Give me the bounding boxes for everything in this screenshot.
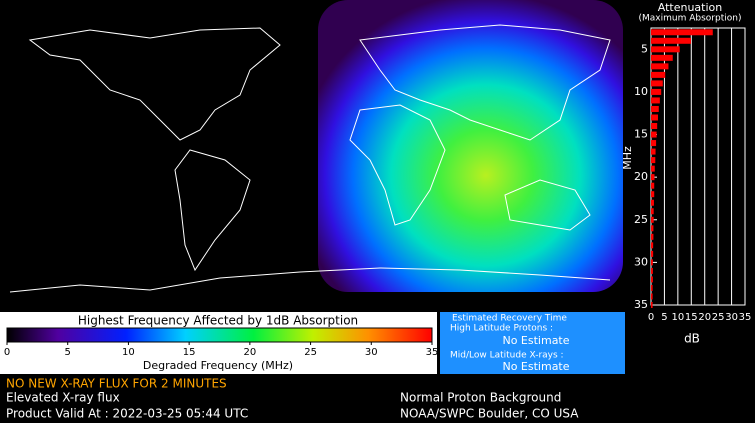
bar bbox=[651, 276, 653, 283]
y-tick-label: 35 bbox=[634, 298, 648, 311]
bar bbox=[651, 267, 653, 274]
bar bbox=[651, 250, 654, 257]
coastline bbox=[28, 27, 281, 141]
colorbar-tick-label: 20 bbox=[243, 347, 256, 358]
bar bbox=[651, 37, 692, 44]
colorbar-tick-label: 10 bbox=[122, 347, 135, 358]
y-tick-label: 15 bbox=[634, 128, 648, 141]
y-tick-label: 10 bbox=[634, 85, 648, 98]
bar bbox=[651, 174, 655, 181]
x-axis-label: dB bbox=[684, 332, 700, 346]
bar bbox=[651, 302, 653, 308]
bar bbox=[651, 63, 669, 70]
y-tick-label: 5 bbox=[641, 42, 648, 55]
bar bbox=[651, 123, 658, 130]
recovery-background bbox=[440, 312, 625, 374]
y-tick-label: 25 bbox=[634, 213, 648, 226]
recovery-label: Mid/Low Latitude X-rays : bbox=[450, 351, 564, 361]
status-text: Product Valid At : 2022-03-25 05:44 UTC bbox=[6, 407, 248, 421]
absorption-region bbox=[318, 0, 623, 292]
colorbar-panel: Highest Frequency Affected by 1dB Absorp… bbox=[0, 312, 438, 374]
bar bbox=[651, 225, 654, 232]
colorbar-title: Highest Frequency Affected by 1dB Absorp… bbox=[78, 314, 358, 328]
colorbar-tick-label: 30 bbox=[365, 347, 378, 358]
colorbar bbox=[6, 327, 433, 343]
recovery-value: No Estimate bbox=[502, 360, 569, 373]
bar bbox=[651, 88, 662, 95]
x-tick-label: 5 bbox=[661, 312, 667, 323]
bar bbox=[651, 191, 655, 198]
bar bbox=[651, 293, 653, 300]
bar bbox=[651, 131, 657, 138]
chart-subtitle: (Maximum Absorption) bbox=[639, 14, 742, 24]
chart-title: Attenuation bbox=[658, 1, 723, 14]
y-axis-label: MHz bbox=[621, 146, 634, 170]
y-tick-label: 20 bbox=[634, 170, 648, 183]
coastline bbox=[504, 179, 591, 231]
bar bbox=[651, 165, 655, 172]
plot-background bbox=[650, 27, 746, 306]
recovery-title: Estimated Recovery Time bbox=[452, 314, 567, 324]
recovery-label: High Latitude Protons : bbox=[450, 324, 553, 334]
x-tick-label: 0 bbox=[648, 312, 654, 323]
colorbar-background bbox=[0, 312, 437, 374]
colorbar-tick-label: 15 bbox=[183, 347, 196, 358]
bar bbox=[651, 208, 654, 215]
bar bbox=[651, 182, 655, 189]
bar bbox=[651, 80, 663, 87]
bar bbox=[651, 216, 654, 223]
coastline bbox=[359, 24, 611, 141]
status-text: NOAA/SWPC Boulder, CO USA bbox=[400, 407, 579, 421]
bar bbox=[651, 46, 680, 53]
bar bbox=[651, 233, 654, 240]
colorbar-tick-label: 5 bbox=[65, 347, 71, 358]
coastline bbox=[174, 149, 251, 272]
colorbar-label: Degraded Frequency (MHz) bbox=[143, 359, 293, 372]
y-tick-label: 30 bbox=[634, 255, 648, 268]
bar bbox=[651, 148, 656, 155]
bar bbox=[651, 140, 657, 147]
bar bbox=[651, 97, 660, 104]
x-tick-label: 25 bbox=[712, 312, 725, 323]
status: NO NEW X-RAY FLUX FOR 2 MINUTES Elevated… bbox=[6, 377, 579, 421]
recovery-value: No Estimate bbox=[502, 334, 569, 347]
coastline bbox=[349, 104, 446, 226]
attenuation-chart: Attenuation (Maximum Absorption) MHz dB … bbox=[621, 1, 751, 346]
x-tick-label: 30 bbox=[725, 312, 738, 323]
bar bbox=[651, 29, 713, 36]
colorbar-tick-label: 0 bbox=[4, 347, 10, 358]
bar bbox=[651, 54, 673, 61]
bar bbox=[651, 157, 656, 164]
x-tick-label: 35 bbox=[739, 312, 752, 323]
bar bbox=[651, 105, 659, 112]
alert-text: NO NEW X-RAY FLUX FOR 2 MINUTES bbox=[6, 377, 227, 391]
map bbox=[9, 0, 623, 293]
x-tick-label: 15 bbox=[685, 312, 698, 323]
recovery-box: Estimated Recovery Time High Latitude Pr… bbox=[440, 312, 625, 374]
bar bbox=[651, 259, 653, 266]
coastline bbox=[9, 267, 611, 293]
bar bbox=[651, 71, 666, 78]
colorbar-tick-label: 25 bbox=[304, 347, 317, 358]
x-tick-label: 10 bbox=[671, 312, 684, 323]
bar bbox=[651, 242, 654, 249]
status-text: Elevated X-ray flux bbox=[6, 391, 120, 405]
colorbar-tick-label: 35 bbox=[426, 347, 439, 358]
x-tick-label: 20 bbox=[698, 312, 711, 323]
bar bbox=[651, 114, 658, 121]
status-text: Normal Proton Background bbox=[400, 391, 561, 405]
bar bbox=[651, 284, 653, 291]
bar bbox=[651, 199, 654, 206]
